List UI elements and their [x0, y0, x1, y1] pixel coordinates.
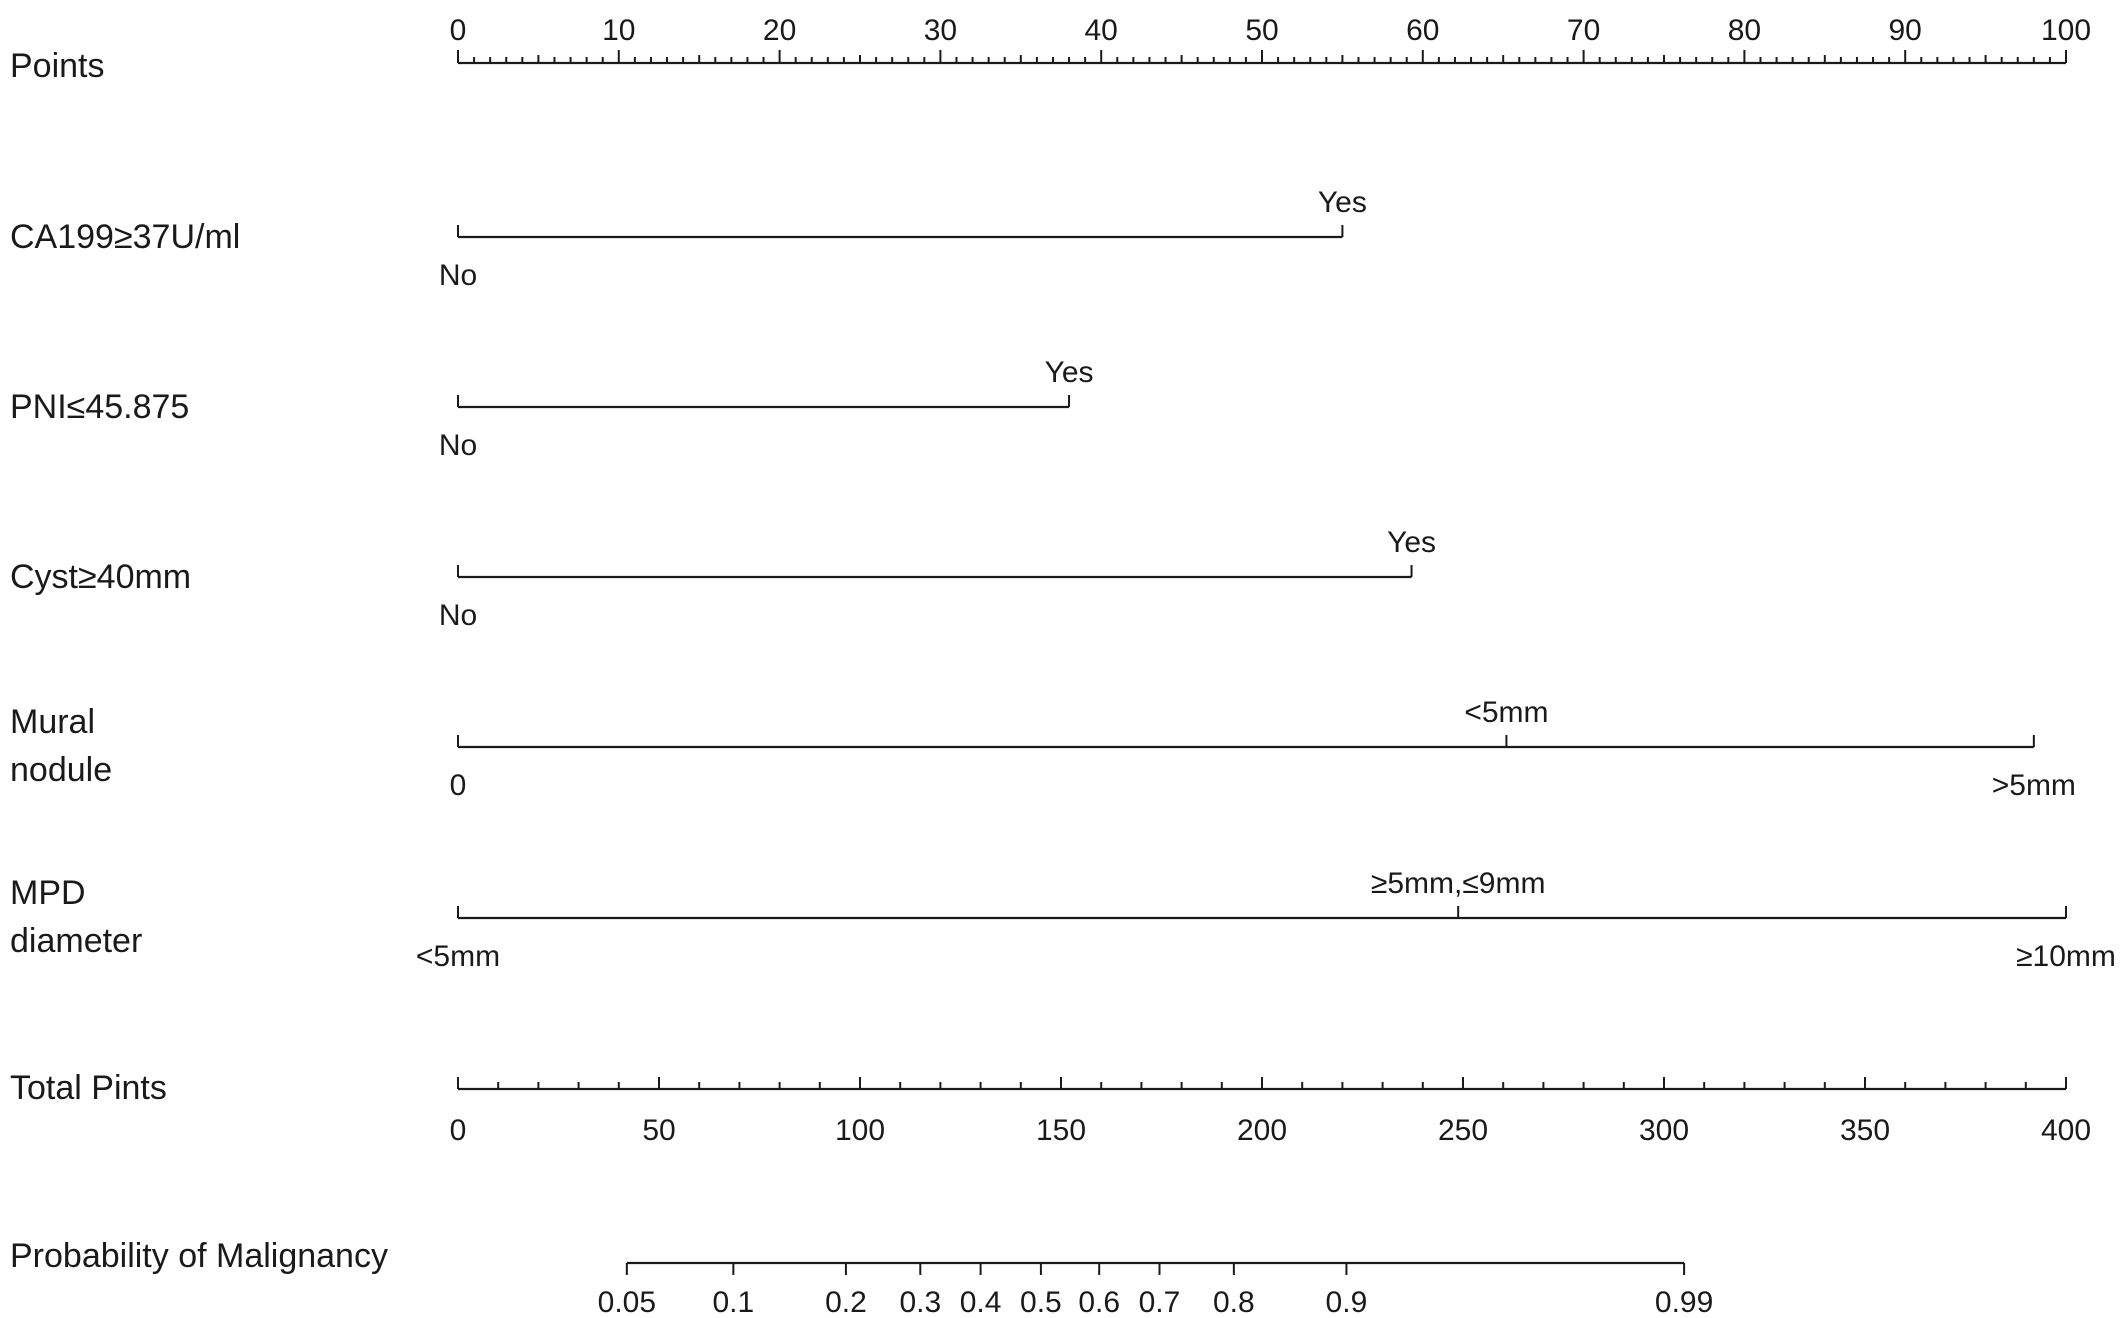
predictor-label-line: Mural	[10, 703, 95, 741]
predictor-level-label: ≥5mm,≤9mm	[1371, 867, 1546, 900]
points-axis-tick-label: 100	[2041, 14, 2091, 47]
predictor-level-label: <5mm	[1464, 696, 1548, 729]
row-labels: Points CA199≥37U/ml PNI≤45.875 Cyst≥40mm Mur…	[10, 47, 388, 1275]
predictor-level-label: >5mm	[1992, 769, 2076, 802]
total-points-tick-label: 0	[450, 1114, 467, 1147]
probability-axis-tick-label: 0.05	[598, 1286, 656, 1318]
points-axis-tick-label: 10	[602, 14, 635, 47]
probability-axis-tick-label: 0.2	[825, 1286, 867, 1318]
predictor-level-label: No	[439, 429, 477, 462]
total-points-tick-label: 400	[2041, 1114, 2091, 1147]
probability-axis-tick-label: 0.3	[899, 1286, 941, 1318]
points-axis-tick-label: 50	[1245, 14, 1278, 47]
probability-axis-label: Probability of Malignancy	[10, 1237, 388, 1275]
total-points-tick-label: 250	[1438, 1114, 1488, 1147]
total-points-tick-label: 200	[1237, 1114, 1287, 1147]
predictor-level-label: Yes	[1045, 356, 1094, 389]
points-axis-tick-label: 30	[924, 14, 957, 47]
probability-axis-tick-label: 0.99	[1655, 1286, 1713, 1318]
predictor-label: PNI≤45.875	[10, 388, 189, 426]
probability-axis-tick-label: 0.1	[713, 1286, 755, 1318]
predictor-label-line: nodule	[10, 751, 112, 789]
predictor-level-label: Yes	[1387, 526, 1436, 559]
points-axis-tick-label: 40	[1085, 14, 1118, 47]
total-points-tick-label: 50	[642, 1114, 675, 1147]
total-points-axis-label: Total Pints	[10, 1069, 167, 1107]
total-points-tick-label: 300	[1639, 1114, 1689, 1147]
predictor-label-line: diameter	[10, 922, 142, 960]
probability-axis-tick-label: 0.9	[1326, 1286, 1368, 1318]
predictor-label: CA199≥37U/ml	[10, 218, 240, 256]
predictor-level-label: <5mm	[416, 940, 500, 973]
points-axis-tick-label: 0	[450, 14, 467, 47]
predictor-label: Cyst≥40mm	[10, 558, 191, 596]
predictor-level-label: No	[439, 599, 477, 632]
probability-axis-tick-label: 0.5	[1020, 1286, 1062, 1318]
points-axis-tick-label: 80	[1728, 14, 1761, 47]
predictor-level-label: 0	[450, 769, 467, 802]
points-axis-tick-label: 20	[763, 14, 796, 47]
points-axis-tick-label: 60	[1406, 14, 1439, 47]
points-axis-tick-label: 90	[1889, 14, 1922, 47]
probability-axis-tick-label: 0.4	[960, 1286, 1002, 1318]
predictor-level-label: ≥10mm	[2016, 940, 2116, 973]
points-axis-tick-label: 70	[1567, 14, 1600, 47]
total-points-tick-label: 150	[1036, 1114, 1086, 1147]
total-points-tick-label: 350	[1840, 1114, 1890, 1147]
total-points-tick-label: 100	[835, 1114, 885, 1147]
predictor-level-label: No	[439, 259, 477, 292]
points-axis-label: Points	[10, 47, 105, 85]
probability-axis-tick-label: 0.6	[1078, 1286, 1120, 1318]
probability-axis-tick-label: 0.8	[1213, 1286, 1255, 1318]
predictor-level-label: Yes	[1318, 186, 1367, 219]
probability-axis-tick-label: 0.7	[1139, 1286, 1181, 1318]
predictor-label-line: MPD	[10, 874, 86, 912]
axes: 0 10 20 30 40 50 60 70 80 90 100 No Yes No Yes No Yes 0 <5…	[416, 14, 2116, 1318]
